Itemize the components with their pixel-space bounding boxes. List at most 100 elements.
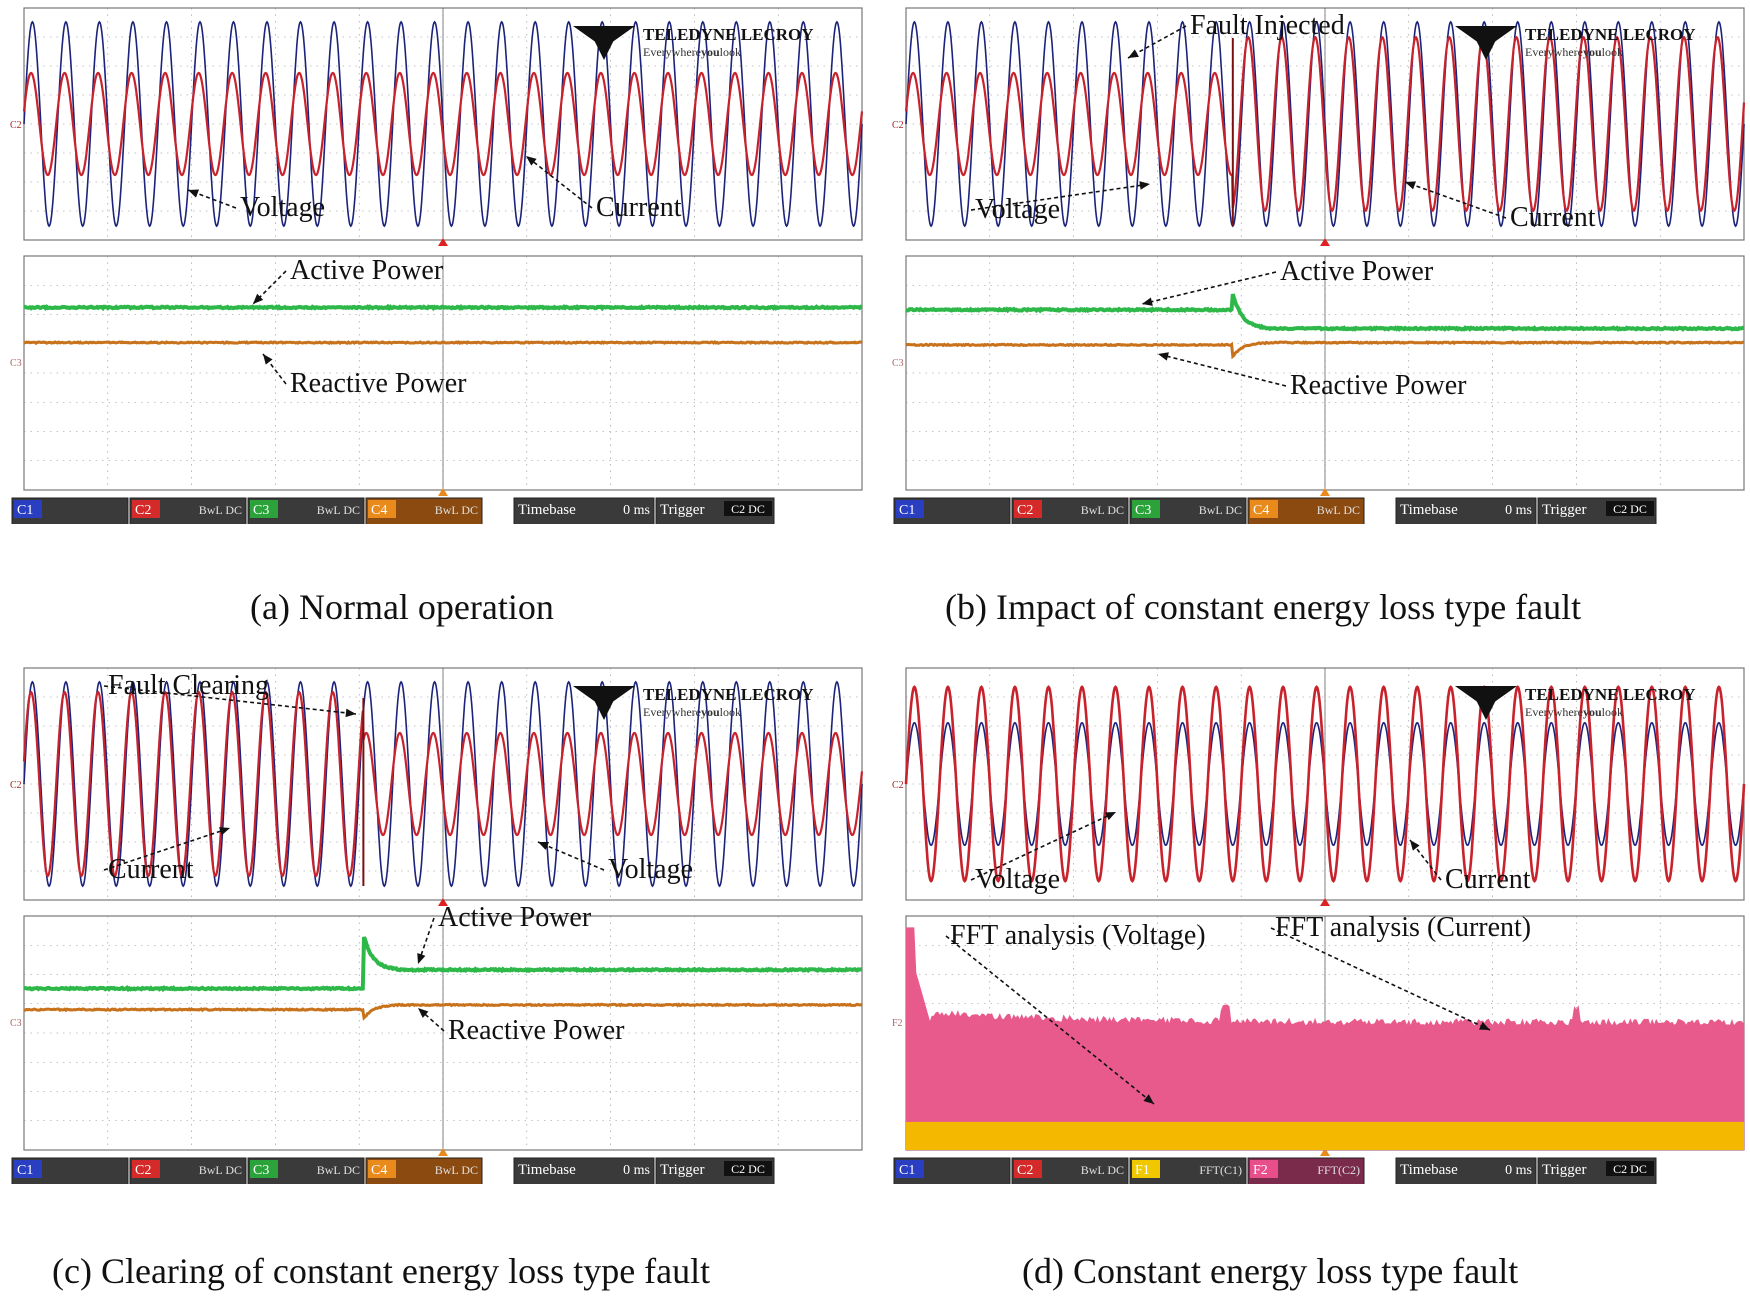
channel-name: C2 [135,503,151,518]
channel-name: C4 [371,503,387,518]
status-strip-b: C1100 V/div0.00 V ofstC2BwL DC40.0 A/div… [894,498,1656,524]
channel-box-C1: C1100 V/div0.00 V ofst [894,1158,1010,1184]
channel-box-C2: C2BwL DC40.0 A/div0 mA offset [1012,498,1128,524]
channel-box-C2: C2BwL DC40.0 A/div0 mA offset [130,1158,246,1184]
channel-box-C4: C4BwL DC10.0 V/div0 mV offset [366,498,482,524]
annotation-current: Current [108,854,194,885]
trace-label-top: C2 [10,780,22,791]
channel-box-C4: C4BwL DC10.0 V/div0 mV offset [366,1158,482,1184]
status-strip-c: C1100 V/div0.00 V ofstC2BwL DC40.0 A/div… [12,1158,774,1184]
brand-tagline: Everywhereyoulook [643,45,741,59]
channel-scale: 40.0 A/div [179,1183,243,1184]
status-strip-a: C1100 V/div0.00 V ofstC2BwL DC40.0 A/div… [12,498,774,524]
trigger-mode: Auto [1542,523,1572,524]
channel-scale: 40.0 A/div [179,523,243,524]
channel-flags: BwL DC [317,1163,360,1177]
scope-a: C2C3TELEDYNE LECROYEverywhereyoulookVolt… [8,4,868,524]
channel-name: F1 [1135,1163,1150,1178]
caption-b: (b) Impact of constant energy loss type … [945,586,1581,628]
trigger-box: TriggerC2 DCAuto2.000 VEdgePositive [1538,498,1656,524]
annotation-active-power: Active Power [438,902,592,933]
timebase-label: Timebase [518,502,576,518]
trigger-label: Trigger [1542,1162,1586,1178]
trigger-source: C2 DC [1613,502,1647,516]
brand-name: TELEDYNE LECROY [643,685,814,704]
annotation-current: Current [1510,202,1596,233]
channel-name: F2 [1253,1163,1268,1178]
trigger-box: TriggerC2 DCAuto2.000 VEdgePositive [656,1158,774,1184]
channel-name: C4 [1253,503,1269,518]
channel-flags: FFT(C2) [1317,1163,1360,1177]
brand-tagline: Everywhereyoulook [1525,45,1623,59]
timebase-delay: 0 ms [623,1163,650,1178]
channel-scale: 100 V/div [946,1183,1007,1184]
panel-a: C2 C3 TELEDYNE LECROY Everywhereyoulook Volt… [8,4,868,644]
trigger-level: 2.000 V [722,1183,770,1184]
channel-box-C3: C3BwL DC5.00 V/div0 mV offset [1130,498,1246,524]
trace-label-bottom: C3 [10,1018,22,1029]
timebase-box: Timebase0 ms50.0 ms/div2.5 MS5 MS/s [1396,498,1536,524]
timebase-label: Timebase [518,1162,576,1178]
trace-label-top: C2 [10,120,22,131]
trigger-level: 2.000 V [722,523,770,524]
channel-box-C1: C1100 V/div0.00 V ofst [894,498,1010,524]
scope-b: C2 C3 TELEDYNE LECROYEverywhereyoulook Faul… [890,4,1750,524]
annotation-current: Current [596,192,682,223]
channel-flags: BwL DC [199,1163,242,1177]
channel-flags: BwL DC [1081,503,1124,517]
caption-d: (d) Constant energy loss type fault [1022,1250,1518,1292]
channel-name: C1 [899,503,915,518]
active-power-trace-a [24,307,862,309]
channel-scale: 40.0 A/div [1061,1183,1125,1184]
panel-b: C2 C3 TELEDYNE LECROY Everywhereyoulook Faul… [890,4,1750,644]
status-strip-d: C1100 V/div0.00 V ofstC2BwL DC40.0 A/div… [894,1158,1656,1184]
channel-name: C3 [253,503,269,518]
channel-scale: 20.0 dB/div [1171,1183,1242,1184]
channel-name: C4 [371,1163,387,1178]
channel-name: C1 [17,1163,33,1178]
channel-name: C2 [1017,503,1033,518]
annotation-active-power: Active Power [1280,256,1434,287]
brand-name: TELEDYNE LECROY [1525,25,1696,44]
channel-name: C2 [135,1163,151,1178]
timebase-delay: 0 ms [1505,1163,1532,1178]
caption-a: (a) Normal operation [250,586,554,628]
channel-box-C1: C1100 V/div0.00 V ofst [12,498,128,524]
channel-scale: 5.00 V/div [296,1183,360,1184]
timebase-delay: 0 ms [1505,503,1532,518]
trigger-mode: Stop [1542,1183,1570,1184]
trigger-label: Trigger [660,1162,704,1178]
channel-scale: 10.0 V/div [414,1183,478,1184]
timebase-div: 50.0 ms/div [1461,523,1532,524]
timebase-div: 50.0 ms/div [1461,1183,1532,1184]
channel-name: C3 [253,1163,269,1178]
timebase-box: Timebase0 ms50.0 ms/div2.5 MS5 MS/s [1396,1158,1536,1184]
channel-name: C3 [1135,503,1151,518]
channel-box-C2: C2BwL DC40.0 A/div0 mA offset [130,498,246,524]
trigger-source: C2 DC [731,502,765,516]
trigger-level: 2.000 V [1604,523,1652,524]
channel-scale: 100 V/div [946,523,1007,524]
trace-label-bottom: C3 [892,358,904,369]
annotation-fault-clearing: Fault Clearing [108,670,269,701]
brand-tagline: Everywhereyoulook [1525,705,1623,719]
trigger-source: C2 DC [1613,1162,1647,1176]
channel-name: C1 [899,1163,915,1178]
caption-c: (c) Clearing of constant energy loss typ… [52,1250,710,1292]
panel-d: C2 F2 TELEDYNE LECROY Everywhereyoulook Volt… [890,664,1750,1304]
channel-scale: 5.00 V/div [296,523,360,524]
trace-label-bottom: C3 [10,358,22,369]
annotation-voltage: Voltage [975,864,1060,895]
channel-flags: BwL DC [1081,1163,1124,1177]
timebase-delay: 0 ms [623,503,650,518]
annotation-fft-analysis-current-: FFT analysis (Current) [1275,912,1531,943]
brand-tagline: Everywhereyoulook [643,705,741,719]
channel-flags: BwL DC [317,503,360,517]
channel-scale: 20.0 dB/div [1289,1183,1360,1184]
annotation-fault-injected: Fault Injected [1190,10,1345,41]
channel-box-F2: F2FFT(C2)20.0 dB/div250 kHz/div [1248,1158,1364,1184]
annotation-reactive-power: Reactive Power [1290,370,1467,401]
trigger-source: C2 DC [731,1162,765,1176]
timebase-label: Timebase [1400,1162,1458,1178]
annotation-reactive-power: Reactive Power [290,368,467,399]
